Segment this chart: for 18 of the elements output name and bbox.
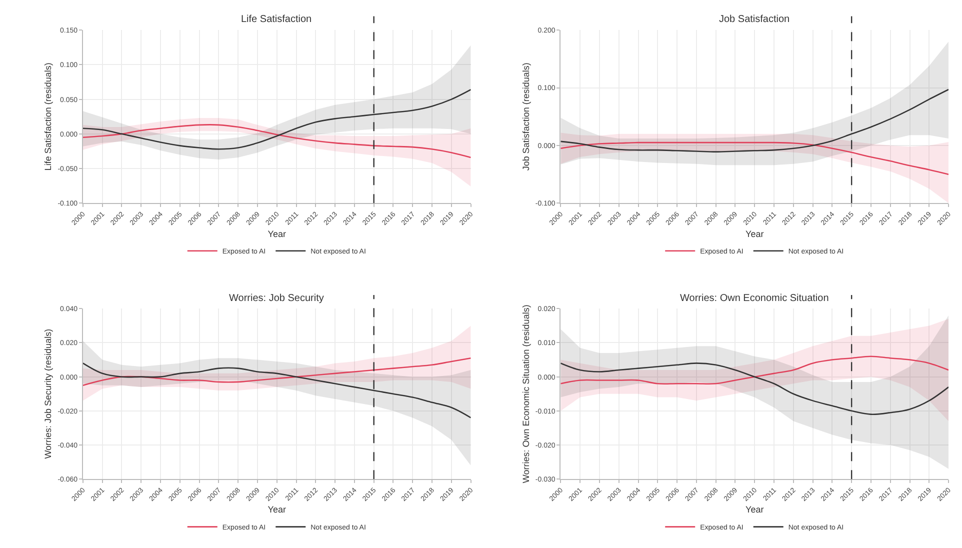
x-axis-title: Year	[268, 504, 286, 515]
x-axis-title: Year	[268, 228, 286, 239]
line-series	[560, 88, 949, 152]
chart-title: Life Satisfaction	[241, 14, 312, 25]
y-axis-title: Job Satisfaction (residuals)	[520, 62, 531, 171]
line-series	[560, 356, 949, 385]
x-axis-title: Year	[746, 504, 764, 515]
y-axis-title: Life Satisfaction (residuals)	[43, 62, 54, 171]
line-series	[560, 142, 949, 175]
chart-title: Job Satisfaction	[719, 14, 790, 25]
x-axis-title: Year	[746, 228, 764, 239]
line-series	[82, 357, 471, 386]
line-series	[82, 124, 471, 158]
chart-title: Worries: Own Economic Situation	[680, 293, 829, 304]
y-axis-title: Worries: Job Security (residuals)	[43, 328, 54, 459]
line-series	[560, 362, 949, 416]
y-axis-title: Worries: Own Economic Situation (residuals)	[520, 304, 531, 484]
chart-title: Worries: Job Security	[229, 293, 324, 304]
